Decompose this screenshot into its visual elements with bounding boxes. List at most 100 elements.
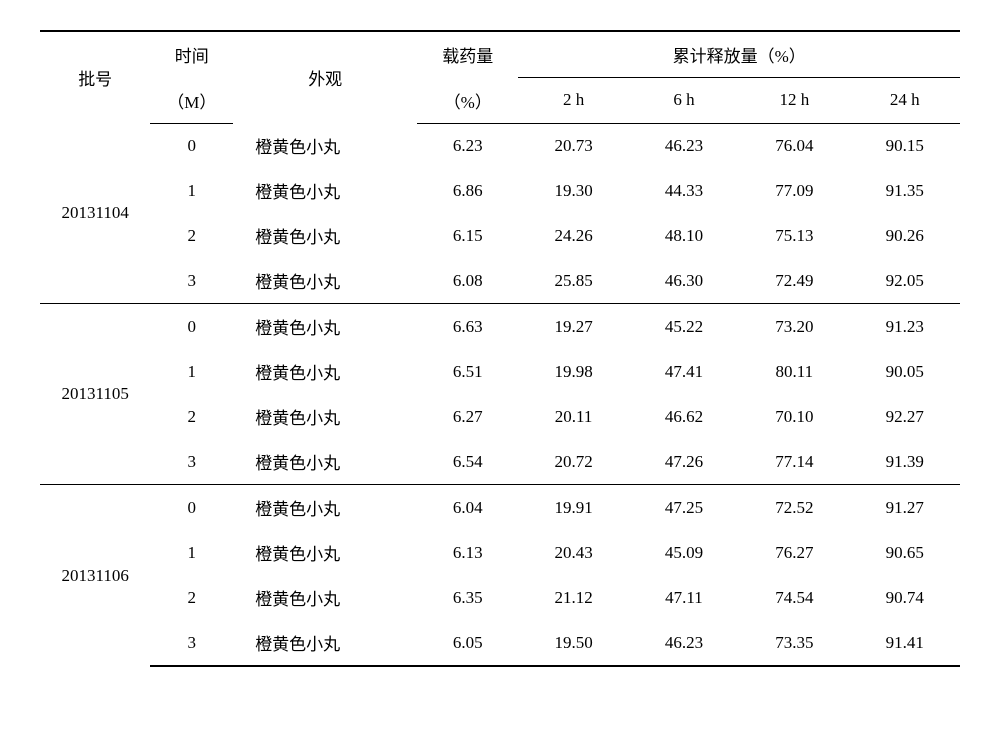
cell-release-24h: 90.26 xyxy=(850,213,960,258)
cell-appearance: 橙黄色小丸 xyxy=(233,394,417,439)
cell-release-24h: 91.39 xyxy=(850,439,960,485)
cell-appearance: 橙黄色小丸 xyxy=(233,575,417,620)
cell-drugload: 6.13 xyxy=(417,530,518,575)
table-row: 1橙黄色小丸6.8619.3044.3377.0991.35 xyxy=(40,168,960,213)
cell-release-2h: 20.43 xyxy=(518,530,628,575)
cell-drugload: 6.86 xyxy=(417,168,518,213)
cell-time: 0 xyxy=(150,304,233,350)
cell-batch: 20131106 xyxy=(40,485,150,667)
cell-appearance: 橙黄色小丸 xyxy=(233,123,417,168)
cell-release-24h: 90.65 xyxy=(850,530,960,575)
cell-release-24h: 90.15 xyxy=(850,123,960,168)
cell-batch: 20131104 xyxy=(40,123,150,304)
cell-time: 3 xyxy=(150,620,233,666)
cell-release-6h: 46.62 xyxy=(629,394,739,439)
header-time: 时间 xyxy=(150,31,233,78)
cell-appearance: 橙黄色小丸 xyxy=(233,213,417,258)
header-cumulative-release: 累计释放量（%） xyxy=(518,31,960,78)
cell-time: 1 xyxy=(150,168,233,213)
cell-time: 2 xyxy=(150,575,233,620)
cell-drugload: 6.51 xyxy=(417,349,518,394)
cell-appearance: 橙黄色小丸 xyxy=(233,485,417,531)
cell-release-12h: 73.20 xyxy=(739,304,849,350)
cell-release-6h: 45.09 xyxy=(629,530,739,575)
header-release-2h: 2 h xyxy=(518,78,628,124)
table-row: 2橙黄色小丸6.3521.1247.1174.5490.74 xyxy=(40,575,960,620)
cell-release-12h: 72.52 xyxy=(739,485,849,531)
cell-drugload: 6.08 xyxy=(417,258,518,304)
cell-release-12h: 74.54 xyxy=(739,575,849,620)
cell-time: 2 xyxy=(150,213,233,258)
cell-release-2h: 19.91 xyxy=(518,485,628,531)
table-row: 201311050橙黄色小丸6.6319.2745.2273.2091.23 xyxy=(40,304,960,350)
table-row: 201311040橙黄色小丸6.2320.7346.2376.0490.15 xyxy=(40,123,960,168)
cell-time: 3 xyxy=(150,439,233,485)
cell-release-12h: 77.09 xyxy=(739,168,849,213)
cell-release-6h: 48.10 xyxy=(629,213,739,258)
header-release-6h: 6 h xyxy=(629,78,739,124)
cell-release-2h: 19.27 xyxy=(518,304,628,350)
cell-time: 0 xyxy=(150,485,233,531)
header-batch: 批号 xyxy=(40,31,150,123)
table-header: 批号 时间 外观 载药量 累计释放量（%） （M） （%） 2 h 6 h 12… xyxy=(40,31,960,123)
cell-drugload: 6.05 xyxy=(417,620,518,666)
cell-release-6h: 45.22 xyxy=(629,304,739,350)
header-drugload-unit: （%） xyxy=(417,78,518,124)
cell-appearance: 橙黄色小丸 xyxy=(233,620,417,666)
cell-drugload: 6.27 xyxy=(417,394,518,439)
cell-appearance: 橙黄色小丸 xyxy=(233,530,417,575)
cell-batch: 20131105 xyxy=(40,304,150,485)
cell-appearance: 橙黄色小丸 xyxy=(233,439,417,485)
cell-release-24h: 91.23 xyxy=(850,304,960,350)
header-drugload: 载药量 xyxy=(417,31,518,78)
cell-release-2h: 19.30 xyxy=(518,168,628,213)
table-row: 201311060橙黄色小丸6.0419.9147.2572.5291.27 xyxy=(40,485,960,531)
cell-release-24h: 90.74 xyxy=(850,575,960,620)
cell-time: 1 xyxy=(150,349,233,394)
table-row: 1橙黄色小丸6.1320.4345.0976.2790.65 xyxy=(40,530,960,575)
cell-appearance: 橙黄色小丸 xyxy=(233,304,417,350)
cell-release-6h: 46.23 xyxy=(629,123,739,168)
table-row: 2橙黄色小丸6.1524.2648.1075.1390.26 xyxy=(40,213,960,258)
cell-time: 1 xyxy=(150,530,233,575)
cell-release-2h: 24.26 xyxy=(518,213,628,258)
cell-release-2h: 20.73 xyxy=(518,123,628,168)
cell-release-2h: 25.85 xyxy=(518,258,628,304)
cell-release-6h: 46.30 xyxy=(629,258,739,304)
header-appearance: 外观 xyxy=(233,31,417,123)
cell-drugload: 6.54 xyxy=(417,439,518,485)
cell-release-6h: 47.26 xyxy=(629,439,739,485)
cell-release-12h: 75.13 xyxy=(739,213,849,258)
cell-release-24h: 92.27 xyxy=(850,394,960,439)
table-row: 3橙黄色小丸6.0519.5046.2373.3591.41 xyxy=(40,620,960,666)
cell-release-24h: 90.05 xyxy=(850,349,960,394)
cell-release-2h: 21.12 xyxy=(518,575,628,620)
cell-time: 0 xyxy=(150,123,233,168)
release-data-table: 批号 时间 外观 载药量 累计释放量（%） （M） （%） 2 h 6 h 12… xyxy=(40,30,960,667)
header-time-unit: （M） xyxy=(150,78,233,124)
table-row: 3橙黄色小丸6.0825.8546.3072.4992.05 xyxy=(40,258,960,304)
cell-time: 2 xyxy=(150,394,233,439)
cell-release-12h: 77.14 xyxy=(739,439,849,485)
cell-release-2h: 20.72 xyxy=(518,439,628,485)
cell-release-12h: 80.11 xyxy=(739,349,849,394)
cell-release-12h: 73.35 xyxy=(739,620,849,666)
cell-release-2h: 19.50 xyxy=(518,620,628,666)
cell-release-12h: 76.27 xyxy=(739,530,849,575)
cell-release-6h: 46.23 xyxy=(629,620,739,666)
header-release-12h: 12 h xyxy=(739,78,849,124)
cell-drugload: 6.04 xyxy=(417,485,518,531)
cell-release-24h: 91.41 xyxy=(850,620,960,666)
cell-release-12h: 76.04 xyxy=(739,123,849,168)
cell-release-24h: 91.27 xyxy=(850,485,960,531)
cell-appearance: 橙黄色小丸 xyxy=(233,349,417,394)
table-row: 1橙黄色小丸6.5119.9847.4180.1190.05 xyxy=(40,349,960,394)
cell-appearance: 橙黄色小丸 xyxy=(233,258,417,304)
cell-release-12h: 72.49 xyxy=(739,258,849,304)
table-body: 201311040橙黄色小丸6.2320.7346.2376.0490.151橙… xyxy=(40,123,960,666)
cell-release-2h: 20.11 xyxy=(518,394,628,439)
cell-drugload: 6.15 xyxy=(417,213,518,258)
cell-appearance: 橙黄色小丸 xyxy=(233,168,417,213)
cell-release-6h: 47.41 xyxy=(629,349,739,394)
cell-release-24h: 91.35 xyxy=(850,168,960,213)
